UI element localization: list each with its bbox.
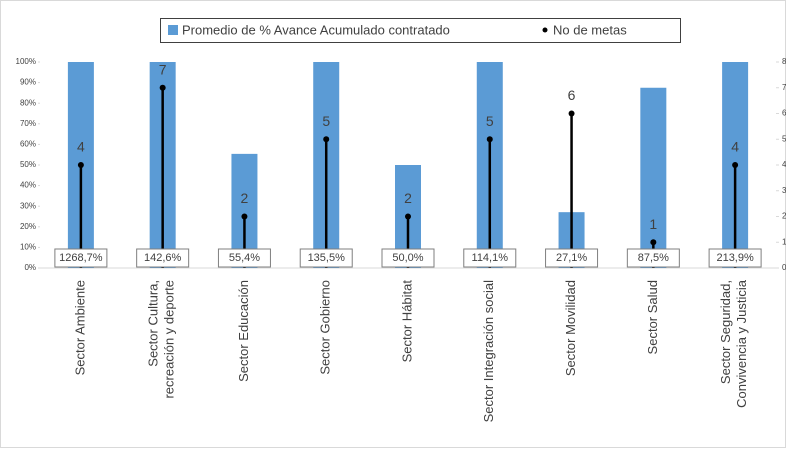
legend-swatch xyxy=(168,25,178,35)
y2-tick-label: 3 xyxy=(782,186,786,195)
lollipop-dot xyxy=(323,136,330,143)
value-label-box xyxy=(299,248,353,268)
y2-tick-label: 7 xyxy=(782,83,786,92)
x-tick-label: Sector Educación xyxy=(236,280,251,382)
x-tick-label: Sector Integración social xyxy=(481,280,496,422)
y2-tick-label: 5 xyxy=(782,134,786,143)
x-tick-label: Sector Cultura,recreación y deporte xyxy=(146,280,177,399)
value-label: 135,5% xyxy=(308,252,346,264)
y2-tick-label: 0 xyxy=(782,263,786,272)
y-tick-label: 30% xyxy=(20,201,36,210)
lollipop-dot xyxy=(159,84,166,91)
y-tick-label: 40% xyxy=(20,181,36,190)
lollipop-dot xyxy=(568,110,575,117)
y-tick-label: 20% xyxy=(20,222,36,231)
y2-tick-label: 4 xyxy=(782,160,786,169)
value-label: 114,1% xyxy=(472,252,509,264)
value-label-box xyxy=(217,248,271,268)
metas-label: 4 xyxy=(77,139,85,155)
bar xyxy=(640,87,667,268)
x-tick-label: Sector Gobierno xyxy=(318,280,333,375)
value-label: 213,9% xyxy=(716,252,754,264)
x-tick-label: Sector Seguridad,Convivencia y Justicia xyxy=(719,279,750,408)
metas-label: 5 xyxy=(486,113,494,129)
metas-label: 5 xyxy=(322,113,330,129)
lollipop-dot xyxy=(732,162,739,168)
x-tick-label: Sector Salud xyxy=(645,280,660,354)
y-tick-label: 0% xyxy=(24,263,36,272)
legend-box xyxy=(160,18,681,43)
legend-label: Promedio de % Avance Acumulado contratad… xyxy=(182,22,450,37)
metas-label: 4 xyxy=(731,139,739,155)
y-tick-label: 50% xyxy=(20,160,36,169)
lollipop-dot xyxy=(405,213,411,220)
y-tick-label: 70% xyxy=(20,119,36,128)
value-label-box xyxy=(626,248,680,268)
y-tick-label: 100% xyxy=(16,57,36,66)
value-label-box xyxy=(708,248,762,268)
value-label-box xyxy=(136,248,190,268)
value-label: 27,1% xyxy=(556,252,587,264)
legend-label: No de metas xyxy=(553,22,627,37)
y-tick-label: 90% xyxy=(20,78,36,87)
value-label-box xyxy=(54,248,108,268)
value-label-box xyxy=(381,248,435,268)
lollipop-dot xyxy=(650,239,657,246)
value-label: 55,4% xyxy=(229,252,260,264)
metas-label: 2 xyxy=(404,190,412,206)
value-label: 50,0% xyxy=(392,252,423,264)
y2-tick-label: 1 xyxy=(782,237,786,246)
metas-label: 7 xyxy=(159,61,167,77)
legend-dot xyxy=(542,27,548,33)
value-label: 87,5% xyxy=(638,252,669,264)
y2-tick-label: 8 xyxy=(782,57,786,66)
x-tick-label: Sector Hábitat xyxy=(399,280,414,363)
x-tick-label: Sector Ambiente xyxy=(72,280,87,375)
metas-label: 6 xyxy=(568,87,576,103)
y2-tick-label: 6 xyxy=(782,109,786,118)
metas-label: 2 xyxy=(241,190,249,206)
metas-label: 1 xyxy=(649,216,657,232)
legend: Promedio de % Avance Acumulado contratad… xyxy=(160,18,681,43)
value-label-box xyxy=(545,248,599,268)
lollipop-dot xyxy=(241,213,248,220)
y-tick-label: 80% xyxy=(20,98,36,107)
value-label: 142,6% xyxy=(144,252,182,264)
x-tick-label: Sector Movilidad xyxy=(563,280,578,376)
value-label: 1268,7% xyxy=(59,252,103,264)
y-tick-label: 10% xyxy=(20,243,36,252)
value-label-box xyxy=(463,248,517,268)
y2-tick-label: 2 xyxy=(782,212,786,221)
lollipop-dot xyxy=(77,162,84,168)
y-tick-label: 60% xyxy=(20,140,36,149)
lollipop-dot xyxy=(486,136,493,143)
